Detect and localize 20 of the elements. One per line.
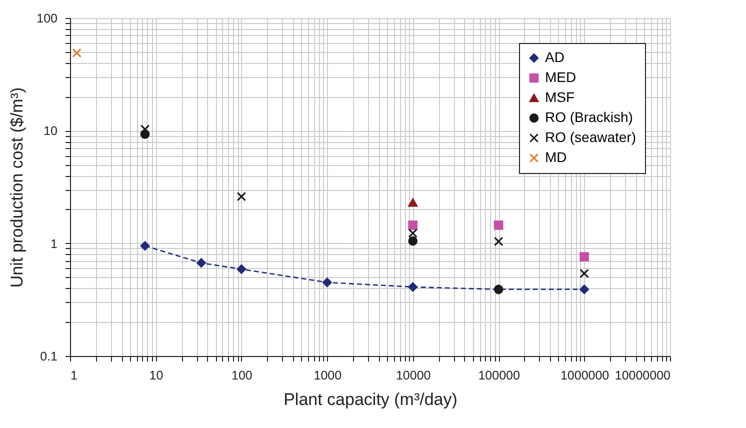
legend-label: RO (seawater): [545, 129, 636, 145]
x-tick-label: 100000: [478, 368, 520, 382]
x-tick-label: 1000000: [560, 368, 610, 382]
y-tick-label: 1: [50, 236, 58, 251]
y-tick-label: 100: [36, 12, 58, 26]
x-tick-label: 100: [232, 368, 252, 382]
legend-label: MED: [545, 69, 576, 85]
y-axis-title: Unit production cost ($/m³): [8, 87, 27, 288]
x-tick-label: 10000000: [614, 368, 671, 382]
legend-label: MD: [545, 149, 567, 165]
y-tick-label: 0.1: [40, 350, 58, 364]
x-tick-label: 1000: [314, 368, 342, 382]
legend-label: RO (Brackish): [545, 109, 633, 125]
legend-label: MSF: [545, 89, 575, 105]
x-axis-title: Plant capacity (m³/day): [284, 390, 458, 409]
y-tick-label: 10: [44, 124, 58, 138]
x-tick-label: 10: [149, 368, 164, 382]
x-tick-label: 10000: [396, 368, 431, 382]
legend-label: AD: [545, 49, 564, 65]
x-tick-label: 1: [70, 368, 78, 382]
